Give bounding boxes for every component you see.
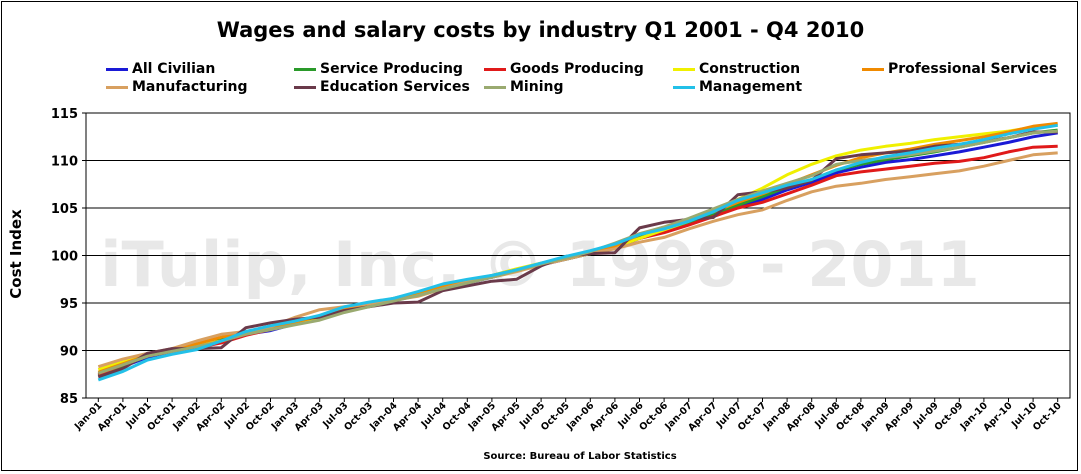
series-line-management	[97, 123, 1058, 382]
legend-item-mining: Mining	[484, 79, 563, 95]
y-axis-ticks: 85 90 95 100 105 110 115	[51, 107, 86, 407]
y-tick-label: 100	[51, 250, 78, 265]
legend-swatch	[106, 85, 128, 89]
y-tick-label: 85	[60, 392, 78, 407]
y-tick-label: 115	[51, 107, 78, 122]
legend-item-construction: Construction	[673, 61, 800, 77]
legend-label: Mining	[510, 79, 564, 95]
legend-label: Management	[699, 79, 803, 95]
legend-swatch	[673, 85, 695, 89]
legend-swatch	[106, 67, 128, 71]
plot-area-border	[85, 112, 1071, 399]
legend-item-goods-producing: Goods Producing	[484, 61, 644, 77]
y-tick-label: 90	[60, 345, 78, 360]
legend-item-manufacturing: Manufacturing	[106, 79, 248, 95]
legend-item-professional-services: Professional Services	[862, 61, 1057, 77]
legend-label: Professional Services	[888, 61, 1058, 77]
legend-label: Education Services	[320, 79, 470, 95]
y-tick-label: 105	[51, 202, 78, 217]
legend-swatch	[294, 67, 316, 71]
y-tick-label: 110	[51, 155, 78, 170]
legend-item-service-producing: Service Producing	[294, 61, 463, 77]
x-axis-ticks: Jan-01Apr-01Jul-01Oct-01Jan-02Apr-02Jul-…	[72, 398, 1064, 434]
legend-label: All Civilian	[132, 61, 216, 77]
legend-label: Manufacturing	[132, 79, 248, 95]
source-note: Source: Bureau of Labor Statistics	[483, 451, 677, 462]
legend-swatch	[673, 67, 695, 71]
legend-label: Goods Producing	[510, 61, 644, 77]
legend-swatch	[484, 67, 506, 71]
legend-swatch	[484, 85, 506, 89]
legend-item-management: Management	[673, 79, 802, 95]
y-axis-label: Cost Index	[7, 209, 25, 299]
legend-label: Construction	[699, 61, 801, 77]
legend-item-education-services: Education Services	[294, 79, 470, 95]
legend-swatch	[294, 85, 316, 89]
legend-swatch	[862, 67, 884, 71]
legend-item-all-civilian: All Civilian	[106, 61, 215, 77]
y-tick-label: 95	[60, 297, 78, 312]
legend-label: Service Producing	[320, 61, 463, 77]
series-lines	[97, 121, 1058, 382]
chart-title: Wages and salary costs by industry Q1 20…	[216, 18, 865, 42]
